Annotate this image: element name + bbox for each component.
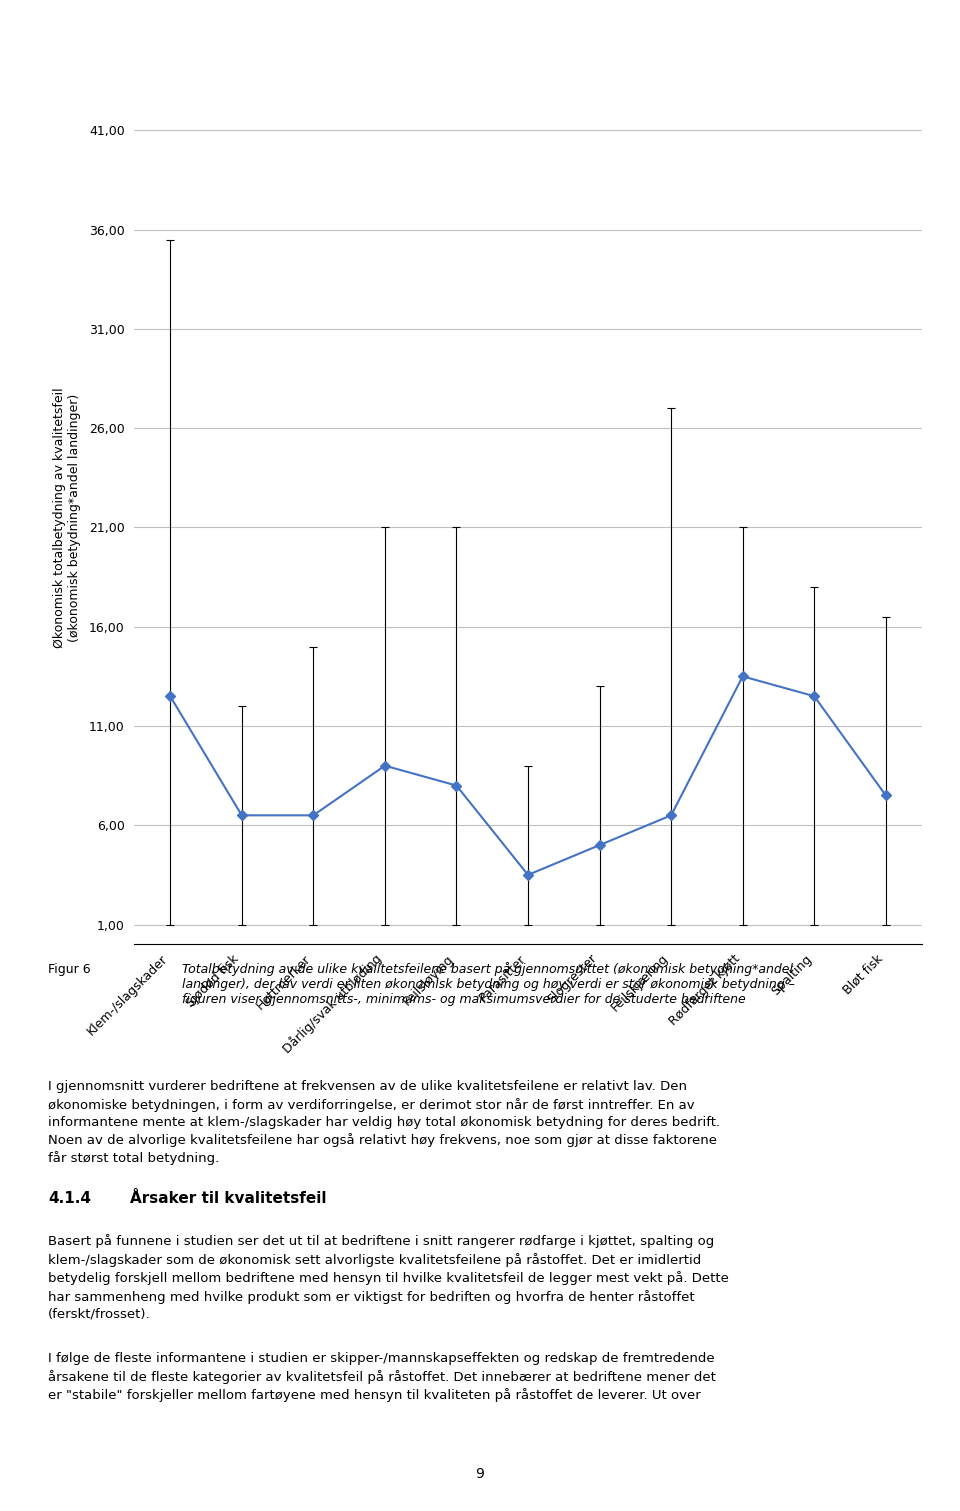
Text: I gjennomsnitt vurderer bedriftene at frekvensen av de ulike kvalitetsfeilene er: I gjennomsnitt vurderer bedriftene at fr… [48,1080,720,1165]
Text: Basert på funnene i studien ser det ut til at bedriftene i snitt rangerer rødfar: Basert på funnene i studien ser det ut t… [48,1234,729,1321]
Text: Totalbetydning av de ulike kvalitetsfeilene basert på gjennomsnittet (økonomisk : Totalbetydning av de ulike kvalitetsfeil… [182,963,795,1006]
Text: Årsaker til kvalitetsfeil: Årsaker til kvalitetsfeil [130,1191,326,1206]
Text: 9: 9 [475,1467,485,1481]
Y-axis label: Økonomisk totalbetydning av kvalitetsfeil
(økonomisk betydning*andel landinger): Økonomisk totalbetydning av kvalitetsfei… [53,387,81,648]
Text: 4.1.4: 4.1.4 [48,1191,91,1206]
Text: Figur 6: Figur 6 [48,963,90,976]
Text: I følge de fleste informantene i studien er skipper-/mannskapseffekten og redska: I følge de fleste informantene i studien… [48,1352,716,1402]
